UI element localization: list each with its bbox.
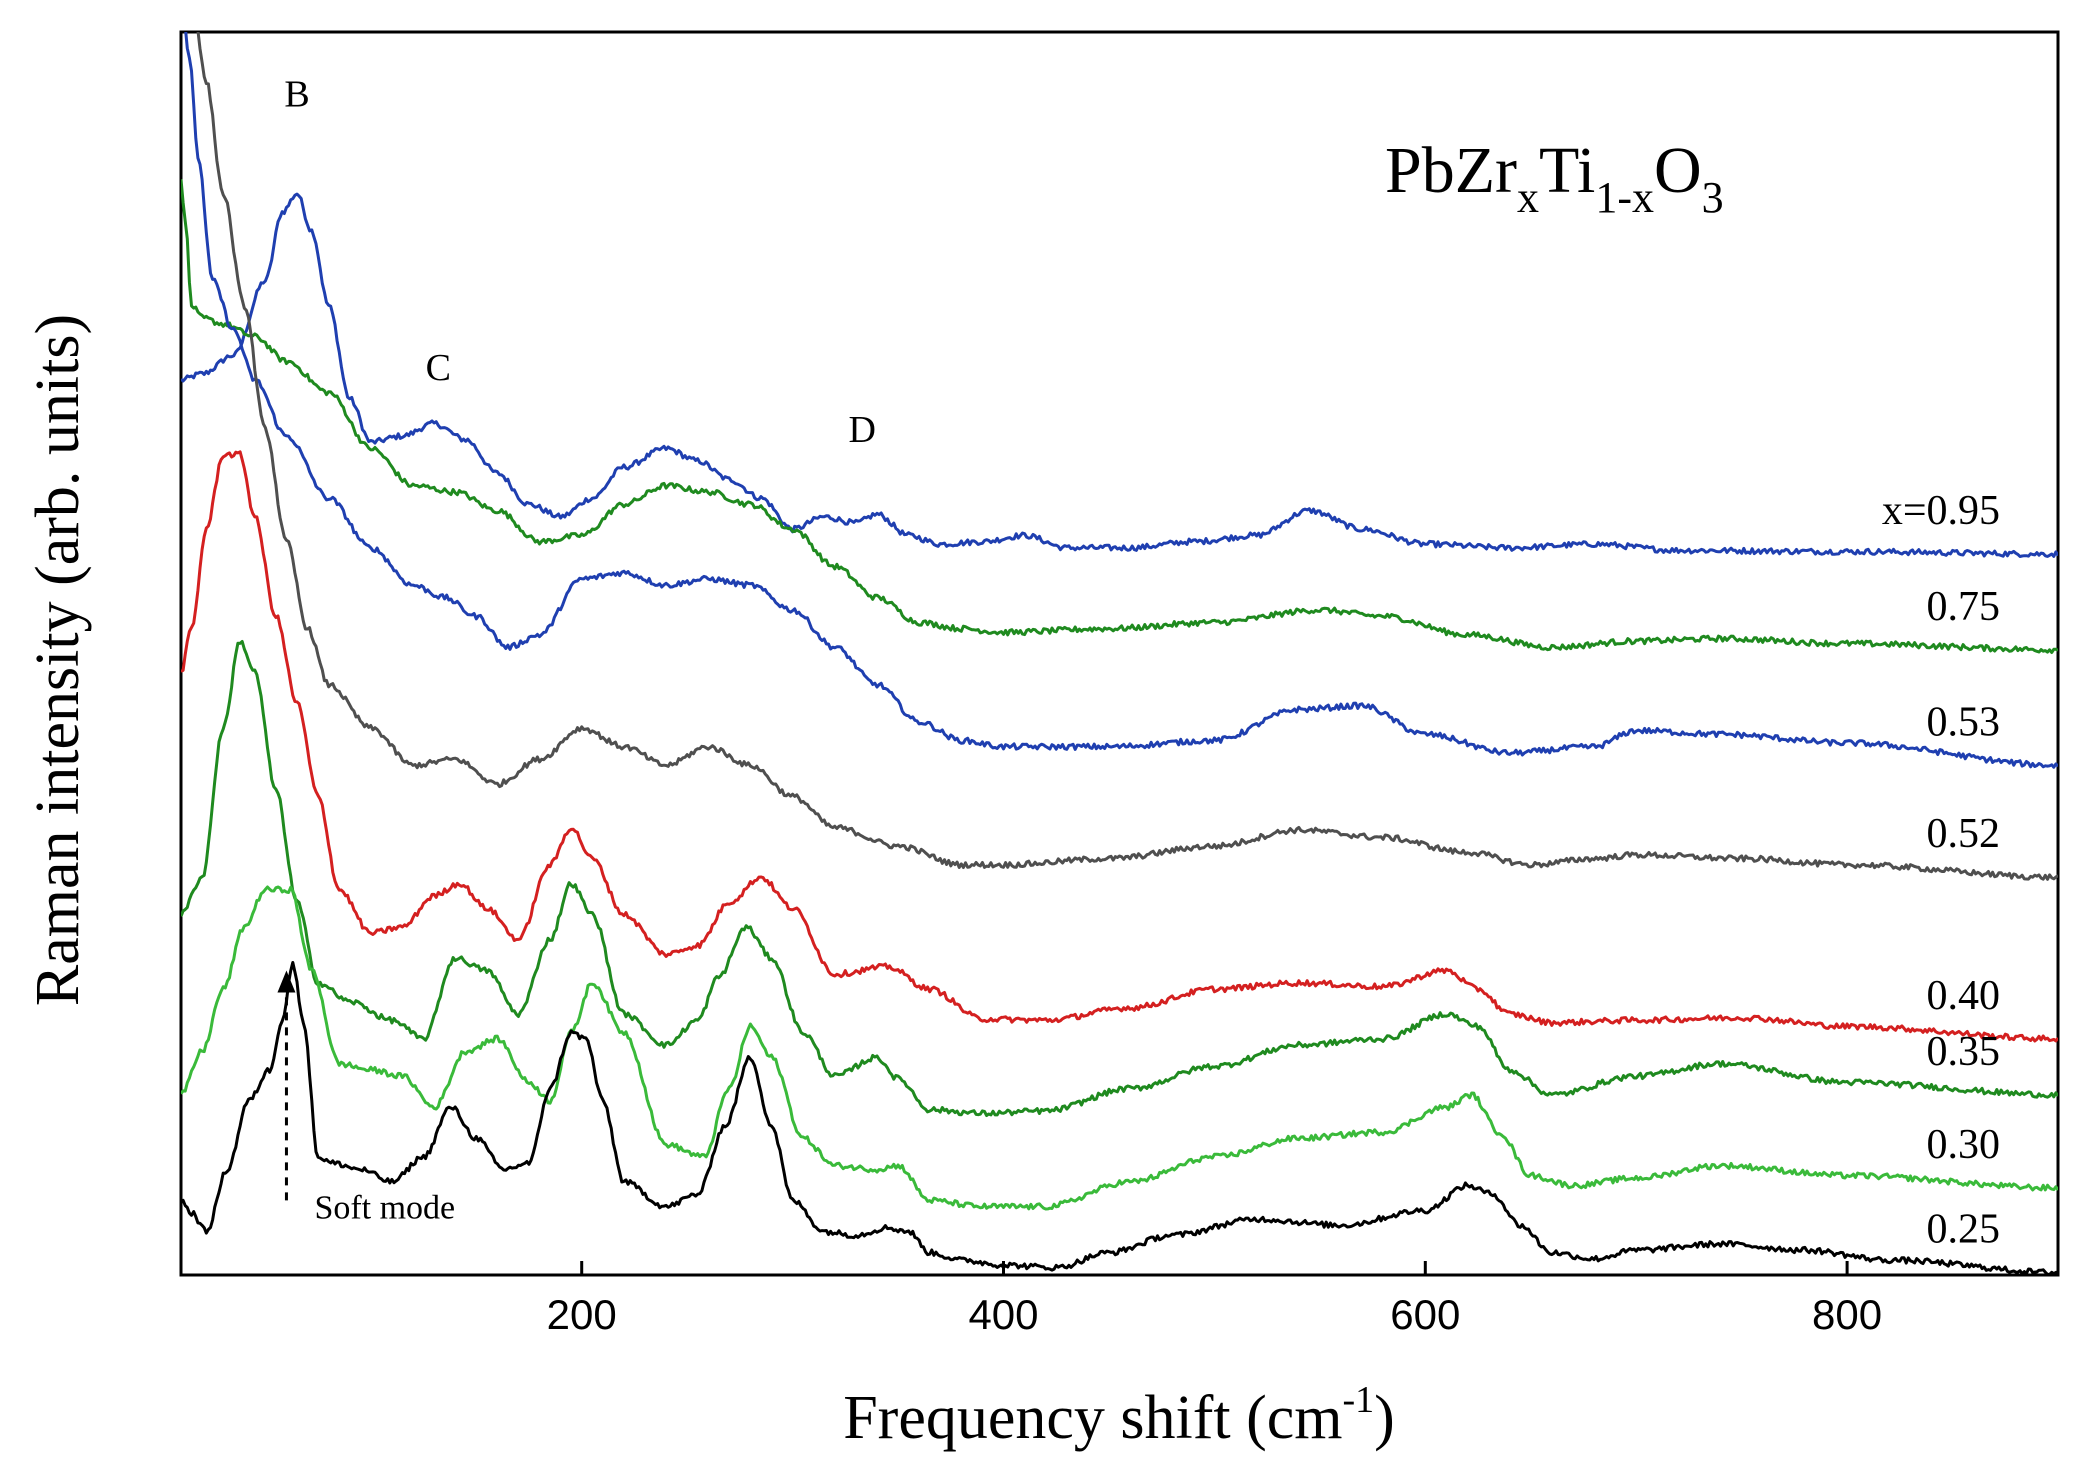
x-tick-label: 200 xyxy=(547,1291,617,1338)
title-sub-2: 1-x xyxy=(1595,173,1654,222)
title-sub-3: 3 xyxy=(1702,173,1724,222)
series-line-2 xyxy=(184,32,2058,769)
x-axis-ticks: 200 400 600 800 xyxy=(547,1261,1882,1338)
series-label-3: 0.52 xyxy=(1927,811,2001,857)
x-axis-label-close: ) xyxy=(1374,1384,1395,1452)
soft-mode-label: Soft mode xyxy=(314,1189,455,1226)
y-axis-label: Raman intensity (arb. units) xyxy=(24,314,92,1006)
series-label-1: 0.75 xyxy=(1927,584,2001,630)
chart-title: PbZrxTi1-xO3 xyxy=(1385,134,1724,222)
x-tick-label: 800 xyxy=(1812,1291,1882,1338)
series-line-6 xyxy=(181,885,2058,1211)
x-axis-label-sup: -1 xyxy=(1343,1379,1375,1421)
title-base-1: PbZr xyxy=(1385,134,1517,207)
series-line-5 xyxy=(181,640,2058,1117)
series-label-7: 0.25 xyxy=(1927,1207,2001,1253)
series-line-0 xyxy=(181,192,2058,558)
peak-label-d: D xyxy=(848,409,875,451)
series-label-2: 0.53 xyxy=(1927,699,2001,745)
x-axis-label: Frequency shift (cm-1) xyxy=(843,1379,1395,1452)
title-base-3: O xyxy=(1654,134,1702,207)
soft-mode-arrowhead xyxy=(277,970,296,993)
series-labels: x=0.95 0.75 0.53 0.52 0.40 0.35 0.30 0.25 xyxy=(1882,488,2000,1252)
series-label-6: 0.30 xyxy=(1927,1122,2001,1168)
x-tick-label: 400 xyxy=(968,1291,1038,1338)
series-line-7 xyxy=(181,961,2058,1275)
title-sub-1: x xyxy=(1517,173,1539,222)
series-group xyxy=(181,32,2058,1275)
series-line-4 xyxy=(181,450,2058,1043)
series-label-0: x=0.95 xyxy=(1882,488,2000,534)
x-axis-label-main: Frequency shift (cm xyxy=(843,1384,1342,1452)
series-line-1 xyxy=(181,179,2058,654)
peak-labels: B C D xyxy=(284,74,876,452)
title-base-2: Ti xyxy=(1539,134,1595,207)
series-line-3 xyxy=(196,32,2058,881)
x-tick-label: 600 xyxy=(1390,1291,1460,1338)
peak-label-c: C xyxy=(426,347,451,389)
plot-frame xyxy=(179,30,2060,1277)
series-label-5: 0.35 xyxy=(1927,1029,2001,1075)
series-label-4: 0.40 xyxy=(1927,973,2001,1019)
peak-label-b: B xyxy=(284,74,309,116)
